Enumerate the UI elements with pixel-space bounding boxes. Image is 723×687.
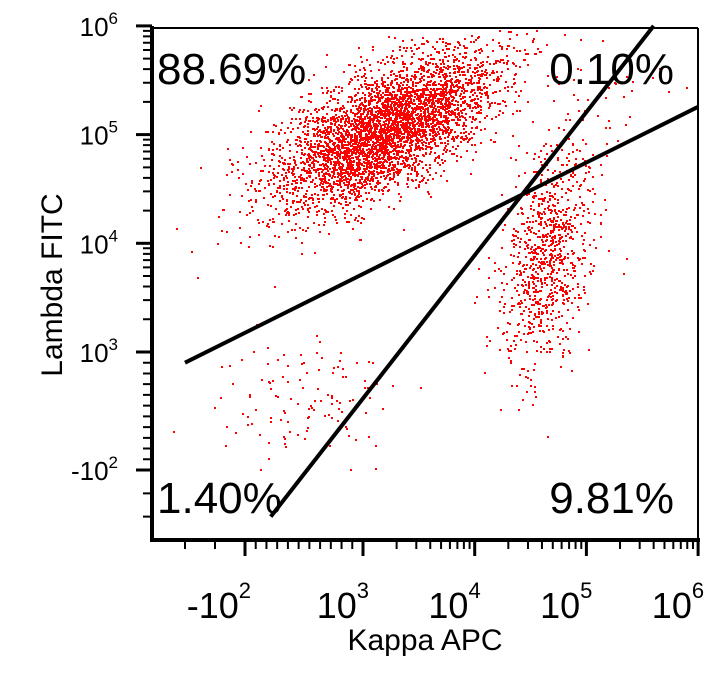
quadrant-label-top-left: 88.69% <box>157 45 306 94</box>
x-tick-label: -102 <box>187 578 251 626</box>
population-3-points <box>173 307 422 471</box>
y-tick-label: 103 <box>80 335 118 368</box>
y-tick-label: 106 <box>80 9 118 42</box>
scatter-points <box>173 30 688 471</box>
population-2-points <box>474 68 628 438</box>
y-tick-label: -102 <box>71 453 118 486</box>
population-1-points <box>176 30 558 288</box>
x-tick-label: 105 <box>540 578 592 626</box>
tick-labels: -102 103 104 105 106 -102 103 104 105 106 <box>71 9 704 626</box>
y-axis-title: Lambda FITC <box>36 193 69 376</box>
y-tick-label: 104 <box>80 226 118 259</box>
x-tick-label: 103 <box>317 578 369 626</box>
gate-line-2 <box>184 105 699 365</box>
gate-line-1 <box>269 24 656 518</box>
plot-axes <box>143 26 700 549</box>
quadrant-label-bottom-right: 9.81% <box>549 474 674 523</box>
x-tick-label: 104 <box>428 578 480 626</box>
quadrant-labels: 88.69% 0.10% 1.40% 9.81% <box>157 45 674 523</box>
quadrant-label-bottom-left: 1.40% <box>157 474 282 523</box>
quadrant-gate-lines <box>184 24 699 518</box>
y-tick-label: 105 <box>80 118 118 151</box>
quadrant-label-top-right: 0.10% <box>549 45 674 94</box>
x-tick-label: 106 <box>652 578 704 626</box>
x-axis-title: Kappa APC <box>347 624 502 657</box>
